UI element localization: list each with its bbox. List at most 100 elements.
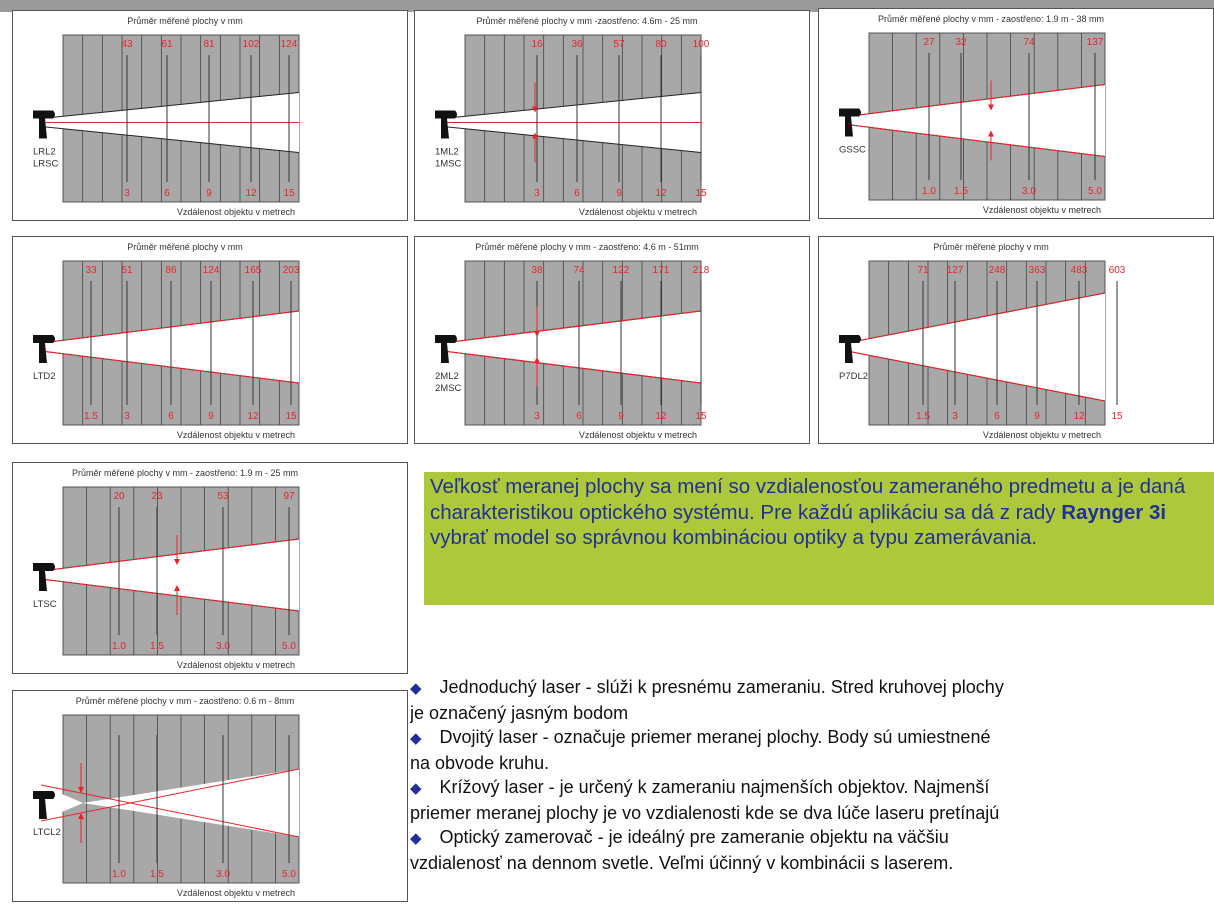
distance-label: 9 (616, 188, 622, 199)
axis-label: Vzdálenost objektu v metrech (579, 430, 697, 440)
arrow-head-icon (174, 559, 180, 565)
arrow-head-icon (78, 813, 84, 819)
laser-line-bottom (40, 578, 300, 612)
diagram-p7dl2: Průměr měřené plochy v mm 71 127 248 363 483 6… (818, 236, 1214, 444)
bullet-item-2-cont: na obvode kruhu. (410, 753, 550, 773)
beam-cone (847, 84, 1105, 157)
beam-cone (847, 293, 1105, 401)
bullet-item-1: ◆ Jednoduchý laser - slúži k presnému zam… (410, 677, 1004, 697)
diameter-label: 23 (151, 491, 163, 502)
diameter-label: 53 (217, 491, 229, 502)
model-label: 2ML2 (435, 371, 459, 382)
distance-label: 15 (695, 411, 707, 422)
arrow-head-icon (534, 331, 540, 337)
distance-label: 6 (164, 188, 170, 199)
distance-label: 3.0 (216, 869, 230, 880)
diagram-ltsc: Průměr měřené plochy v mm - zaostřeno: 1… (12, 462, 408, 674)
axis-label: Vzdálenost objektu v metrech (983, 430, 1101, 440)
diameter-label: 51 (121, 265, 133, 276)
distance-label: 1.5 (916, 411, 930, 422)
beam-far (83, 769, 299, 837)
diameter-label: 20 (113, 491, 125, 502)
diagram-title: Průměr měřené plochy v mm - zaostřeno: 1… (878, 14, 1104, 24)
beam-edge-top (40, 92, 300, 119)
bullet-item-4: ◆ Optický zamerovač - je ideálný pre zame… (410, 827, 949, 847)
diameter-label: 57 (613, 39, 625, 50)
distance-label: 3.0 (1022, 186, 1036, 197)
distance-label: 1.0 (922, 186, 936, 197)
distance-label: 3 (952, 411, 958, 422)
beam-edge-bottom (442, 126, 702, 153)
laser-line-top (442, 310, 702, 344)
beam-edge-bottom (40, 126, 300, 153)
distance-label: 12 (655, 411, 667, 422)
distance-label: 15 (283, 188, 295, 199)
distance-label: 6 (168, 411, 174, 422)
diagram-title: Průměr měřené plochy v mm - zaostřeno: 1… (72, 468, 298, 478)
diameter-label: 603 (1109, 265, 1126, 276)
model-label: P7DL2 (839, 371, 868, 382)
info-text-post: vybrať model so správnou kombináciou opt… (430, 526, 1038, 549)
diameter-label: 86 (165, 265, 177, 276)
diamond-bullet-icon: ◆ (410, 780, 422, 797)
thermometer-gun-icon (435, 335, 457, 363)
diameter-label: 32 (955, 37, 967, 48)
diagram-title: Průměr měřené plochy v mm - zaostřeno: 0… (76, 696, 295, 706)
arrow-head-icon (988, 104, 994, 111)
diameter-label: 36 (571, 39, 583, 50)
axis-label: Vzdálenost objektu v metrech (579, 207, 697, 217)
distance-label: 3.0 (216, 641, 230, 652)
model-label: LTCL2 (33, 827, 61, 838)
distance-label: 15 (285, 411, 297, 422)
diagram-1ml2: Průměr měřené plochy v mm -zaostřeno: 4.… (414, 10, 810, 221)
distance-label: 1.5 (954, 186, 968, 197)
model-label: 2MSC (435, 383, 462, 394)
laser-line-top (846, 84, 1106, 117)
distance-label: 1.0 (112, 869, 126, 880)
diameter-label: 127 (947, 265, 964, 276)
distance-label: 12 (245, 188, 257, 199)
axis-label: Vzdálenost objektu v metrech (983, 205, 1101, 215)
distance-label: 9 (618, 411, 624, 422)
diameter-label: 124 (281, 39, 298, 50)
beam-cone (443, 311, 701, 383)
distance-label: 1.5 (84, 411, 98, 422)
distance-label: 15 (1111, 411, 1123, 422)
diameter-label: 137 (1087, 37, 1104, 48)
beam-cone (41, 311, 299, 383)
info-text: Veľkosť meranej plochy sa mení so vzdial… (430, 474, 1210, 551)
thermometer-gun-icon (33, 110, 55, 139)
diamond-bullet-icon: ◆ (410, 680, 422, 697)
arrow-head-icon (174, 585, 180, 591)
distance-label: 5.0 (1088, 186, 1102, 197)
thermometer-gun-icon (33, 791, 55, 819)
info-text-pre: Veľkosť meranej plochy sa mení so vzdial… (430, 475, 1186, 524)
arrow-head-icon (78, 787, 84, 793)
distance-label: 6 (574, 188, 580, 199)
distance-label: 1.5 (150, 869, 164, 880)
info-box: Veľkosť meranej plochy sa mení so vzdial… (424, 472, 1214, 605)
laser-line-b (40, 768, 300, 822)
arrow-head-icon (988, 130, 994, 137)
diameter-label: 61 (161, 39, 173, 50)
bullet-item-3: ◆ Krížový laser - je určený k zameraniu n… (410, 777, 990, 797)
arrow-head-icon (532, 106, 538, 113)
diamond-bullet-icon: ◆ (410, 830, 422, 847)
laser-line-top (846, 292, 1106, 344)
diagram-ltd2: Průměr měřené plochy v mm 33 51 86 124 165 203… (12, 236, 408, 444)
diagram-gssc: Průměr měřené plochy v mm - zaostřeno: 1… (818, 8, 1214, 219)
arrow-head-icon (534, 357, 540, 363)
laser-line-top (40, 310, 300, 344)
diameter-label: 483 (1071, 265, 1088, 276)
model-label: LTD2 (33, 371, 56, 382)
diagram-title: Průměr měřené plochy v mm -zaostřeno: 4.… (476, 16, 697, 26)
diagram-ltcl2: Průměr měřené plochy v mm - zaostřeno: 0… (12, 690, 408, 902)
beam-edge-top (442, 92, 702, 119)
distance-label: 5.0 (282, 869, 296, 880)
diameter-label: 102 (243, 39, 260, 50)
diameter-label: 38 (531, 265, 543, 276)
laser-line-bottom (442, 350, 702, 384)
diagram-title: Průměr měřené plochy v mm (933, 242, 1049, 252)
diamond-bullet-icon: ◆ (410, 730, 422, 747)
distance-label: 3 (124, 411, 130, 422)
